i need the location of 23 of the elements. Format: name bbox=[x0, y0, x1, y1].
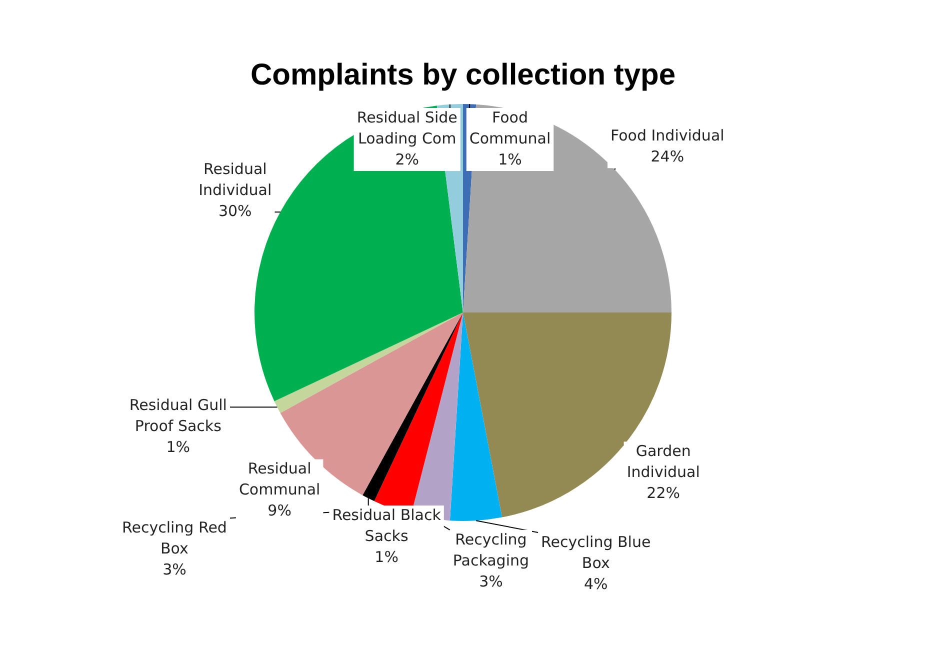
data-label: 1% bbox=[374, 548, 398, 566]
data-label: 24% bbox=[650, 148, 684, 166]
slice-label: Residual Individual bbox=[198, 160, 272, 199]
slice-label: Recycling Red Box bbox=[122, 518, 227, 558]
data-label: 9% bbox=[268, 502, 292, 520]
data-label: 4% bbox=[584, 574, 608, 593]
data-label: 30% bbox=[218, 202, 252, 220]
slice-label: Food Communal bbox=[469, 108, 551, 148]
slice-label: Garden Individual bbox=[626, 442, 700, 482]
data-label: 2% bbox=[395, 150, 419, 168]
slice-label: Recycling Packaging bbox=[452, 530, 530, 570]
chart-title: Complaints by collection type bbox=[250, 58, 676, 92]
slice-label: Residual Gull Proof Sacks bbox=[129, 396, 227, 435]
data-label: 22% bbox=[646, 484, 680, 502]
slice-label: Residual Black Sacks bbox=[332, 506, 442, 545]
data-label: 3% bbox=[162, 560, 186, 578]
slice-label: Recycling Blue Box bbox=[541, 532, 651, 572]
slice-label: Residual Communal bbox=[238, 460, 320, 499]
slice-label: Food Individual bbox=[610, 126, 724, 145]
slice-label: Residual Side Loading Com bbox=[356, 108, 458, 148]
data-label: 3% bbox=[479, 572, 503, 590]
data-label: 1% bbox=[166, 438, 190, 456]
data-label: 1% bbox=[498, 150, 522, 168]
